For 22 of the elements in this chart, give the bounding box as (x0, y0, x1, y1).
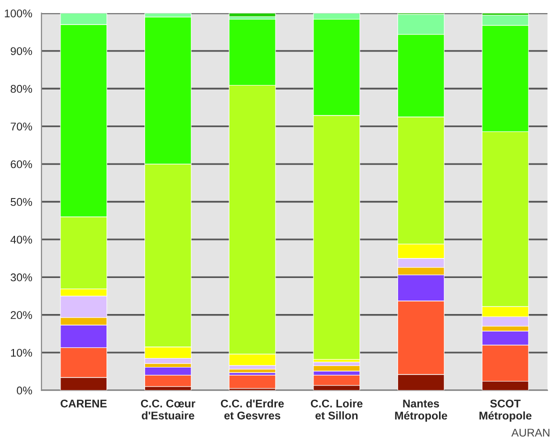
text: AURAN (511, 428, 550, 437)
x-tick-label: C.C. d'Erdre et Gesvres (220, 399, 284, 420)
y-tick-label: 80% (10, 84, 32, 93)
y-tick-label: 20% (10, 311, 32, 320)
y-tick-label: 100% (4, 9, 32, 18)
y-tick-label: 90% (10, 47, 32, 56)
x-tick-label: Nantes Métropole (395, 400, 448, 422)
bar (228, 13, 276, 17)
y-tick-label: 60% (10, 160, 32, 168)
y-tick-label: 30% (10, 273, 32, 282)
bar (313, 365, 360, 372)
x-tick-label: CARENE (60, 400, 107, 408)
y-tick-label: 70% (10, 122, 32, 130)
x-tick-label: C.C. Cœur d'Estuaire (140, 400, 196, 420)
bar (313, 374, 360, 386)
y-tick-label: 0% (16, 386, 32, 394)
y-tick-label: 40% (10, 236, 32, 244)
y-tick-label: 50% (10, 198, 32, 206)
y-tick-label: 10% (11, 348, 32, 357)
x-tick-label: C.C. Loire et Sillon (310, 399, 362, 420)
x-tick-label: SCOT Métropole (480, 400, 532, 422)
bar (228, 374, 276, 389)
